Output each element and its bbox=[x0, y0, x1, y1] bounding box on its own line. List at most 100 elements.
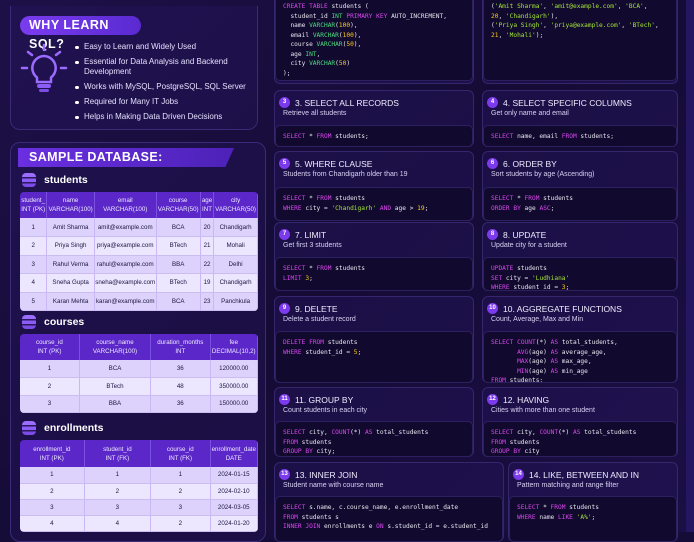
table-name: students bbox=[44, 174, 88, 186]
table-cell: 22 bbox=[200, 255, 215, 274]
database-icon bbox=[22, 315, 36, 329]
card-title: 6 6. ORDER BY bbox=[487, 158, 557, 169]
code-block[interactable]: SELECT * FROM students ORDER BY age ASC; bbox=[483, 187, 677, 221]
table-cell: Amit Sharma bbox=[46, 218, 95, 237]
table-cell: Priya Singh bbox=[46, 236, 95, 256]
code-block[interactable]: SELECT * FROM students WHERE city = 'Cha… bbox=[275, 187, 473, 221]
code-block[interactable]: SELECT * FROM students WHERE name LIKE '… bbox=[509, 496, 677, 542]
card-description: Students from Chandigarh older than 19 bbox=[283, 171, 408, 178]
table-cell: 21 bbox=[200, 236, 215, 256]
header-row: course_id INT (PK) course_name VARCHAR(100)… bbox=[20, 334, 258, 360]
card-title: 10 10. AGGREGATE FUNCTIONS bbox=[487, 303, 622, 314]
table-cell: 2 bbox=[20, 377, 80, 396]
card-title-text: 8. UPDATE bbox=[503, 229, 547, 240]
card-title-text: 6. ORDER BY bbox=[503, 158, 557, 169]
header-row: enrollment_id INT (PK) student_id INT (FK) c… bbox=[20, 440, 258, 467]
card-title-text: 10. AGGREGATE FUNCTIONS bbox=[503, 303, 622, 314]
column-header: fee DECIMAL(10,2) bbox=[210, 334, 258, 360]
students-table: student_ INT (PK) name VARCHAR(100) email VAR… bbox=[20, 192, 258, 311]
table-cell: 3 bbox=[150, 499, 211, 516]
table-cell: 120000.00 bbox=[210, 360, 258, 378]
table-cell: 1 bbox=[84, 467, 152, 484]
table-cell: 2 bbox=[84, 483, 152, 500]
card-title: 4 4. SELECT SPECIFIC COLUMNS bbox=[487, 97, 632, 108]
table-cell: 1 bbox=[20, 218, 48, 237]
database-icon bbox=[22, 173, 36, 187]
table-cell: 36 bbox=[150, 360, 211, 378]
code-block[interactable]: SELECT city, COUNT(*) AS total_students … bbox=[483, 421, 677, 457]
table-cell: BCA bbox=[79, 360, 152, 378]
table-cell: 4 bbox=[20, 515, 85, 532]
table-row: 1 BCA 36 120000.00 bbox=[20, 360, 258, 378]
bullet-item: Works with MySQL, PostgreSQL, SQL Server bbox=[74, 82, 259, 92]
table-row: 3 3 3 2024-03-05 bbox=[20, 499, 258, 516]
card-title: 5 5. WHERE CLAUSE bbox=[279, 158, 372, 169]
column-header: enrollment_id INT (PK) bbox=[20, 440, 85, 467]
card-title: 11 11. GROUP BY bbox=[279, 394, 353, 405]
code-block[interactable]: DELETE FROM students WHERE student_id = … bbox=[275, 331, 473, 383]
card-title: 3 3. SELECT ALL RECORDS bbox=[279, 97, 399, 108]
code-block[interactable]: SELECT COUNT(*) AS total_students, AVG(a… bbox=[483, 331, 677, 383]
sample-database-title: SAMPLE DATABASE: COLLEGE_DB bbox=[18, 148, 234, 167]
table-name: courses bbox=[44, 316, 85, 328]
table-cell: 2 bbox=[150, 515, 211, 532]
step-number-badge: 10 bbox=[487, 303, 498, 314]
table-cell: 2024-01-15 bbox=[210, 467, 258, 484]
enrollments-table: enrollment_id INT (PK) student_id INT (FK) c… bbox=[20, 440, 258, 532]
card-description: Get only name and email bbox=[491, 110, 569, 117]
table-cell: 3 bbox=[20, 255, 48, 274]
courses-table: course_id INT (PK) course_name VARCHAR(100)… bbox=[20, 334, 258, 413]
code-block[interactable]: UPDATE students SET city = 'Ludhiana' WH… bbox=[483, 257, 677, 291]
table-cell: Sneha Gupta bbox=[46, 273, 95, 293]
query-card: ('Amit Sharma', 'amit@example.com', 'BCA… bbox=[482, 0, 678, 84]
table-cell: Panchkula bbox=[213, 292, 258, 311]
query-card: CREATE TABLE students ( student_id INT P… bbox=[274, 0, 474, 84]
step-number-badge: 12 bbox=[487, 394, 498, 405]
code-block[interactable]: SELECT name, email FROM students; bbox=[483, 125, 677, 147]
card-title-text: 7. LIMIT bbox=[295, 229, 327, 240]
table-cell: 23 bbox=[200, 292, 215, 311]
table-cell: 1 bbox=[20, 360, 80, 378]
table-cell: Rahul Verma bbox=[46, 255, 95, 274]
why-learn-list: Easy to Learn and Widely Used Essential … bbox=[74, 42, 259, 127]
table-cell: priya@example.com bbox=[94, 236, 157, 256]
card-description: Retrieve all students bbox=[283, 110, 347, 117]
column-header: student_ INT (PK) bbox=[20, 192, 48, 218]
card-description: Delete a student record bbox=[283, 316, 356, 323]
code-block[interactable]: SELECT city, COUNT(*) AS total_students … bbox=[275, 421, 473, 457]
step-number-badge: 14 bbox=[513, 469, 524, 480]
query-card: 7 7. LIMIT Get first 3 students SELECT * FR… bbox=[274, 222, 474, 291]
column-header: student_id INT (FK) bbox=[84, 440, 152, 467]
card-description: Student name with course name bbox=[283, 482, 384, 489]
table-cell: 2024-01-20 bbox=[210, 515, 258, 532]
table-cell: Karan Mehta bbox=[46, 292, 95, 311]
bullet-item: Helps in Making Data Driven Decisions bbox=[74, 112, 259, 122]
card-title: 7 7. LIMIT bbox=[279, 229, 326, 240]
card-title-text: 14. LIKE, BETWEEN AND IN bbox=[529, 469, 640, 480]
code-block[interactable]: SELECT * FROM students LIMIT 3; bbox=[275, 257, 473, 291]
code-block[interactable]: SELECT s.name, c.course_name, e.enrollme… bbox=[275, 496, 503, 542]
table-name: enrollments bbox=[44, 422, 104, 434]
column-header: course_id INT (PK) bbox=[20, 334, 80, 360]
query-card: 9 9. DELETE Delete a student record DELETE … bbox=[274, 296, 474, 383]
card-title-text: 9. DELETE bbox=[295, 303, 338, 314]
card-title-text: 4. SELECT SPECIFIC COLUMNS bbox=[503, 97, 632, 108]
column-header: age INT bbox=[200, 192, 215, 218]
code-block[interactable]: SELECT * FROM students; bbox=[275, 125, 473, 147]
scrollbar[interactable] bbox=[686, 0, 694, 532]
query-card: 6 6. ORDER BY Sort students by age (Ascend… bbox=[482, 151, 678, 221]
database-icon bbox=[22, 421, 36, 435]
query-card: 13 13. INNER JOIN Student name with course… bbox=[274, 462, 504, 542]
card-title: 8 8. UPDATE bbox=[487, 229, 546, 240]
column-header: course VARCHAR(50) bbox=[156, 192, 201, 218]
table-cell: BTech bbox=[79, 377, 152, 396]
card-description: Count students in each city bbox=[283, 407, 368, 414]
query-card: 5 5. WHERE CLAUSE Students from Chandigarh… bbox=[274, 151, 474, 221]
code-block[interactable]: CREATE TABLE students ( student_id INT P… bbox=[275, 0, 473, 81]
card-title-text: 11. GROUP BY bbox=[295, 394, 354, 405]
table-row: 5 Karan Mehta karan@example.com BCA 23 Panchk… bbox=[20, 292, 258, 311]
step-number-badge: 13 bbox=[279, 469, 290, 480]
card-title: 12 12. HAVING bbox=[487, 394, 549, 405]
enrollments-table-label: enrollments bbox=[22, 421, 104, 435]
code-block[interactable]: ('Amit Sharma', 'amit@example.com', 'BCA… bbox=[483, 0, 677, 81]
